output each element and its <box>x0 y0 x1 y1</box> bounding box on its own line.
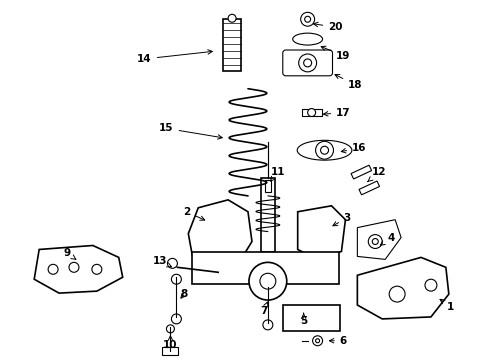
Circle shape <box>320 146 328 154</box>
Circle shape <box>69 262 79 272</box>
Circle shape <box>172 314 181 324</box>
Text: 15: 15 <box>159 123 222 139</box>
Polygon shape <box>359 181 380 195</box>
Circle shape <box>425 279 437 291</box>
Circle shape <box>305 16 311 22</box>
Circle shape <box>372 239 378 244</box>
FancyBboxPatch shape <box>223 19 241 71</box>
Circle shape <box>299 54 317 72</box>
Circle shape <box>92 264 102 274</box>
Text: 3: 3 <box>333 213 351 226</box>
Polygon shape <box>357 220 401 260</box>
Circle shape <box>263 320 273 330</box>
FancyBboxPatch shape <box>163 347 178 355</box>
Circle shape <box>301 12 315 26</box>
Ellipse shape <box>293 33 322 45</box>
Circle shape <box>228 14 236 22</box>
Circle shape <box>389 286 405 302</box>
FancyBboxPatch shape <box>192 252 340 284</box>
Polygon shape <box>357 257 449 319</box>
Text: 20: 20 <box>314 22 343 32</box>
Text: 5: 5 <box>300 313 307 326</box>
FancyBboxPatch shape <box>283 50 333 76</box>
Text: 12: 12 <box>368 167 387 182</box>
Circle shape <box>308 109 316 117</box>
Text: 17: 17 <box>323 108 351 117</box>
Circle shape <box>304 59 312 67</box>
Circle shape <box>368 235 382 248</box>
Text: 6: 6 <box>329 336 347 346</box>
Text: 9: 9 <box>63 248 76 259</box>
Ellipse shape <box>297 140 352 160</box>
Circle shape <box>316 339 319 343</box>
Polygon shape <box>188 200 252 271</box>
Polygon shape <box>351 165 371 179</box>
Text: 4: 4 <box>380 233 395 245</box>
Circle shape <box>172 274 181 284</box>
Circle shape <box>316 141 334 159</box>
Text: 7: 7 <box>260 302 268 316</box>
Text: 11: 11 <box>270 167 285 181</box>
Text: 14: 14 <box>137 50 212 64</box>
Polygon shape <box>298 206 345 260</box>
Polygon shape <box>34 246 122 293</box>
Text: 10: 10 <box>163 336 178 350</box>
Text: 16: 16 <box>341 143 367 153</box>
Text: 1: 1 <box>440 299 454 312</box>
Text: 19: 19 <box>321 46 351 61</box>
Circle shape <box>249 262 287 300</box>
Text: 2: 2 <box>183 207 205 220</box>
FancyBboxPatch shape <box>261 178 275 252</box>
Text: 8: 8 <box>181 289 188 299</box>
Polygon shape <box>302 109 321 117</box>
Circle shape <box>167 325 174 333</box>
Circle shape <box>48 264 58 274</box>
Circle shape <box>260 273 276 289</box>
FancyBboxPatch shape <box>265 180 271 192</box>
Circle shape <box>168 258 177 268</box>
Text: 18: 18 <box>335 75 363 90</box>
Text: 13: 13 <box>153 256 172 267</box>
Circle shape <box>313 336 322 346</box>
FancyBboxPatch shape <box>283 305 341 331</box>
